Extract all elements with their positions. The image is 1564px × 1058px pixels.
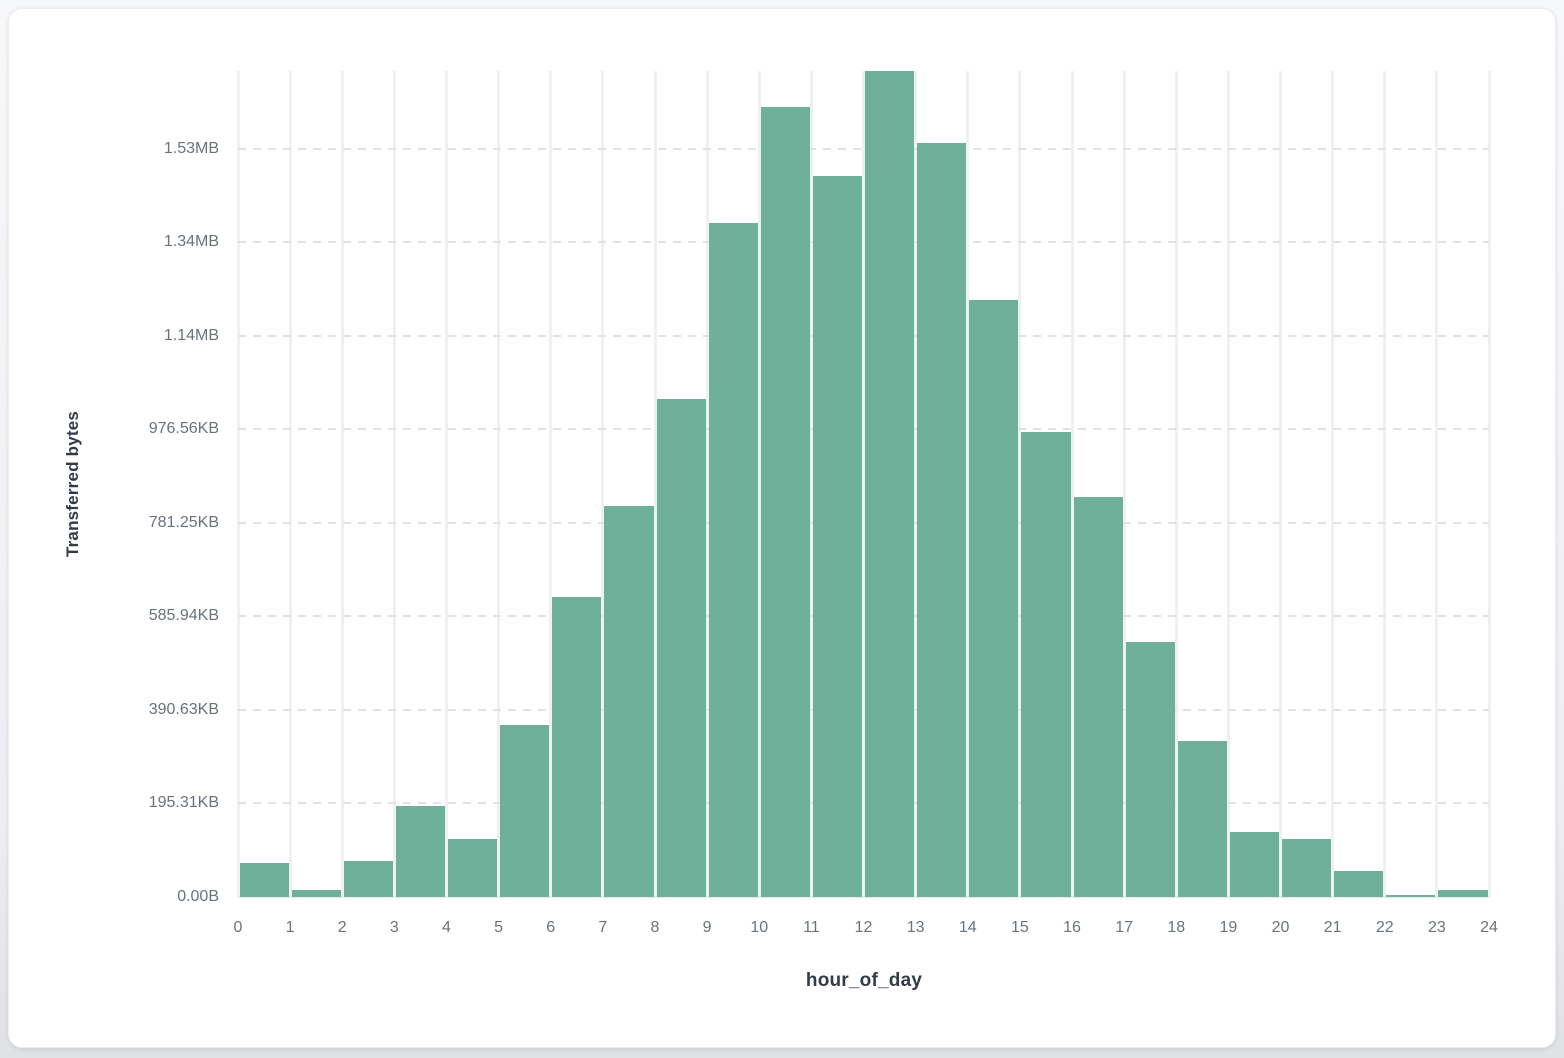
v-gridline xyxy=(549,71,553,897)
v-gridline xyxy=(809,71,813,897)
v-gridline xyxy=(653,71,657,897)
histogram-bar[interactable] xyxy=(343,861,393,897)
v-gridline xyxy=(601,71,605,897)
histogram-bar[interactable] xyxy=(239,863,289,897)
v-gridline xyxy=(288,71,292,897)
y-tick-label: 976.56KB xyxy=(148,420,219,438)
histogram-bar[interactable] xyxy=(812,175,862,897)
y-tick-label: 1.14MB xyxy=(163,326,219,344)
histogram-bar[interactable] xyxy=(1229,831,1279,897)
histogram-bar[interactable] xyxy=(917,143,967,897)
x-tick-label: 23 xyxy=(1427,919,1446,936)
histogram-bar[interactable] xyxy=(291,889,341,897)
v-gridline xyxy=(1435,71,1439,897)
y-tick-label: 781.25KB xyxy=(148,513,219,531)
histogram-bar[interactable] xyxy=(1334,870,1384,897)
histogram-bar[interactable] xyxy=(1177,741,1227,897)
x-tick-label: 7 xyxy=(598,919,608,936)
v-gridline xyxy=(445,71,448,897)
v-gridline xyxy=(1279,71,1282,897)
x-axis-title: hour_of_day xyxy=(805,970,923,991)
histogram-bar[interactable] xyxy=(708,223,758,897)
y-tick-label: 585.94KB xyxy=(148,607,219,625)
histogram-bar[interactable] xyxy=(395,805,445,897)
y-tick-label: 390.63KB xyxy=(148,700,219,718)
x-tick-label: 6 xyxy=(546,919,556,936)
histogram-bar[interactable] xyxy=(1021,431,1071,897)
v-gridline xyxy=(966,71,970,897)
v-gridline xyxy=(1018,71,1022,897)
x-tick-label: 9 xyxy=(702,919,712,936)
v-gridline xyxy=(705,71,709,897)
h-gridline xyxy=(238,428,1489,431)
x-tick-label: 11 xyxy=(803,919,820,936)
x-tick-label: 0 xyxy=(233,919,243,936)
v-gridline xyxy=(1174,71,1178,897)
v-gridline xyxy=(862,71,865,897)
x-tick-label: 12 xyxy=(854,919,873,936)
v-gridline xyxy=(392,71,396,897)
h-gridline xyxy=(238,615,1489,618)
v-gridline xyxy=(340,71,344,897)
x-tick-label: 1 xyxy=(285,919,295,936)
v-gridline xyxy=(914,71,918,897)
v-gridline xyxy=(236,71,240,897)
histogram-bar[interactable] xyxy=(656,398,706,897)
histogram-bar[interactable] xyxy=(448,838,498,897)
histogram-bar[interactable] xyxy=(1386,894,1436,897)
v-gridline xyxy=(1226,71,1230,897)
histogram-bar[interactable] xyxy=(1073,497,1123,897)
h-gridline xyxy=(238,708,1489,711)
v-gridline xyxy=(1331,71,1335,897)
y-tick-label: 1.34MB xyxy=(163,233,219,251)
histogram-bar[interactable] xyxy=(1438,889,1488,897)
h-gridline xyxy=(238,147,1489,150)
y-tick-label: 0.00B xyxy=(177,888,219,905)
histogram-bar[interactable] xyxy=(1282,838,1332,897)
histogram-bar[interactable] xyxy=(604,505,654,897)
x-tick-label: 21 xyxy=(1323,919,1342,936)
x-tick-label: 4 xyxy=(442,919,451,936)
h-gridline xyxy=(238,241,1489,244)
v-gridline xyxy=(1122,71,1126,897)
x-tick-label: 8 xyxy=(650,919,660,936)
v-gridline xyxy=(497,71,501,897)
y-tick-label: 195.31KB xyxy=(148,794,219,812)
x-tick-label: 3 xyxy=(389,919,399,936)
v-gridline xyxy=(1070,71,1074,897)
x-tick-label: 5 xyxy=(494,919,504,936)
h-gridline xyxy=(238,521,1489,524)
v-gridline xyxy=(1383,71,1387,897)
x-tick-label: 19 xyxy=(1219,919,1238,936)
histogram-bar[interactable] xyxy=(1125,642,1175,897)
x-tick-label: 18 xyxy=(1167,919,1186,936)
v-gridline xyxy=(757,71,761,897)
x-tick-label: 13 xyxy=(906,919,925,936)
x-tick-label: 20 xyxy=(1271,919,1290,936)
x-tick-label: 2 xyxy=(337,919,347,936)
x-tick-label: 24 xyxy=(1480,919,1498,936)
x-axis-baseline xyxy=(238,896,1489,898)
histogram-bar[interactable] xyxy=(760,107,810,897)
y-axis-title: Transferred bytes xyxy=(63,410,82,558)
histogram-bar[interactable] xyxy=(500,725,550,897)
x-tick-label: 22 xyxy=(1375,919,1394,936)
x-tick-label: 15 xyxy=(1010,919,1029,936)
h-gridline xyxy=(238,334,1489,337)
y-tick-label: 1.53MB xyxy=(163,139,219,157)
x-tick-label: 16 xyxy=(1063,919,1081,936)
h-gridline xyxy=(238,802,1489,805)
histogram-bar[interactable] xyxy=(865,71,915,897)
x-tick-label: 10 xyxy=(750,919,769,936)
histogram-bar[interactable] xyxy=(969,300,1019,897)
x-tick-label: 14 xyxy=(958,919,977,936)
histogram-bar[interactable] xyxy=(552,596,602,897)
x-tick-label: 17 xyxy=(1115,919,1134,936)
v-gridline xyxy=(1487,71,1491,897)
